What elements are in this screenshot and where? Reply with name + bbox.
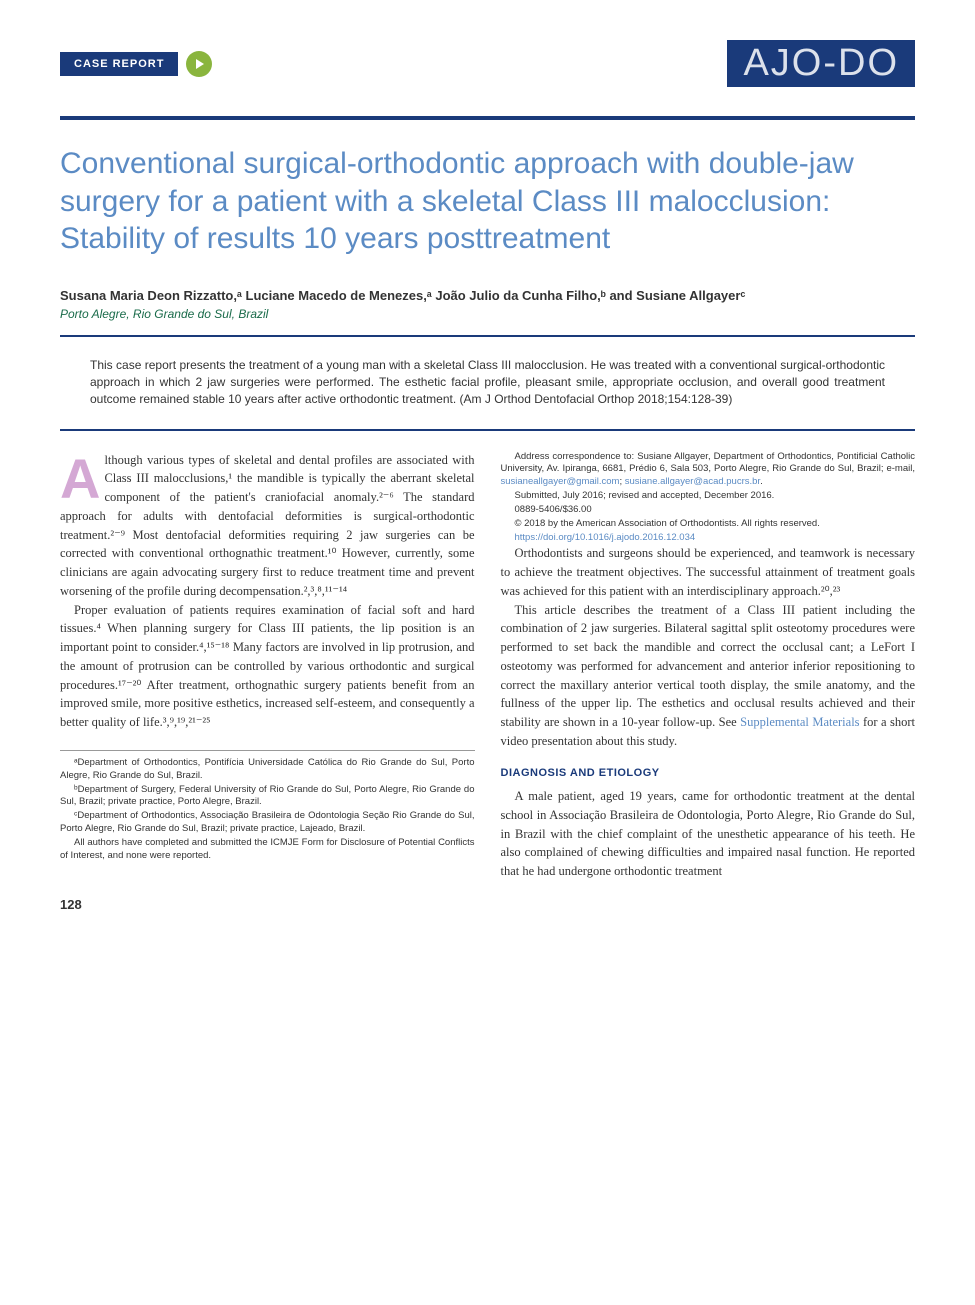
- page-number: 128: [60, 897, 915, 912]
- divider-bottom: [60, 429, 915, 431]
- paragraph-4: This article describes the treatment of …: [501, 601, 916, 751]
- footnote-coi: All authors have completed and submitted…: [60, 837, 475, 863]
- footnote-issn: 0889-5406/$36.00: [501, 504, 916, 517]
- article-title: Conventional surgical-orthodontic approa…: [60, 145, 915, 258]
- abstract-text: This case report presents the treatment …: [60, 351, 915, 415]
- doi-link[interactable]: https://doi.org/10.1016/j.ajodo.2016.12.…: [501, 532, 916, 545]
- paragraph-2: Proper evaluation of patients requires e…: [60, 601, 475, 732]
- body-columns: Although various types of skeletal and d…: [60, 451, 915, 881]
- supplemental-materials-link[interactable]: Supplemental Materials: [740, 715, 859, 729]
- footnote-affil-b: ᵇDepartment of Surgery, Federal Universi…: [60, 784, 475, 810]
- section-heading-diagnosis: DIAGNOSIS AND ETIOLOGY: [501, 765, 916, 782]
- footnote-copyright: © 2018 by the American Association of Or…: [501, 518, 916, 531]
- footnote-correspondence: Address correspondence to: Susiane Allga…: [501, 451, 916, 489]
- footnote-dates: Submitted, July 2016; revised and accept…: [501, 490, 916, 503]
- p1-text: lthough various types of skeletal and de…: [60, 453, 475, 598]
- footnote-affil-c: ᶜDepartment of Orthodontics, Associação …: [60, 810, 475, 836]
- affiliation-line: Porto Alegre, Rio Grande do Sul, Brazil: [60, 307, 915, 321]
- dropcap: A: [60, 451, 104, 503]
- paragraph-5: A male patient, aged 19 years, came for …: [501, 787, 916, 881]
- article-type-tag: CASE REPORT: [60, 52, 178, 76]
- email-link-2[interactable]: susiane.allgayer@acad.pucrs.br: [625, 476, 760, 487]
- header-bar: CASE REPORT AJO-DO: [60, 40, 915, 87]
- paragraph-1: Although various types of skeletal and d…: [60, 451, 475, 601]
- play-arrow-icon: [186, 51, 212, 77]
- journal-logo: AJO-DO: [727, 40, 915, 87]
- footnote-affil-a: ᵃDepartment of Orthodontics, Pontifícia …: [60, 757, 475, 783]
- paragraph-3: Orthodontists and surgeons should be exp…: [501, 544, 916, 600]
- authors-line: Susana Maria Deon Rizzatto,ᵃ Luciane Mac…: [60, 288, 915, 303]
- divider-top: [60, 335, 915, 337]
- email-link-1[interactable]: susianeallgayer@gmail.com: [501, 476, 620, 487]
- header-divider: [60, 116, 915, 120]
